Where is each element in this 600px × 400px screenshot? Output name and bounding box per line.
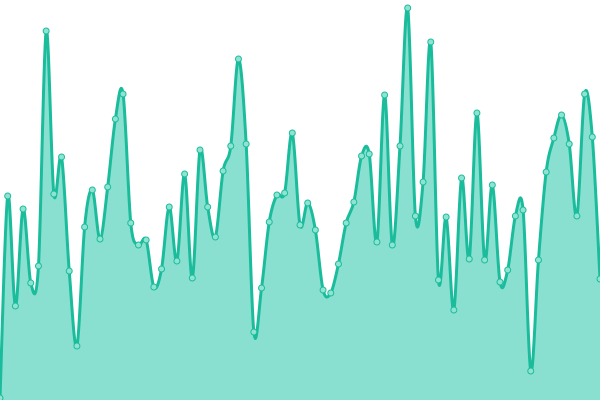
data-point-17 [127, 219, 135, 227]
data-point-37 [281, 189, 289, 197]
data-point-21 [158, 265, 166, 273]
data-point-53 [404, 4, 412, 12]
data-point-46 [350, 198, 358, 206]
data-point-33 [250, 328, 258, 336]
data-point-11 [81, 223, 89, 231]
data-point-24 [181, 170, 189, 178]
data-point-59 [450, 306, 458, 314]
data-point-36 [273, 191, 281, 199]
data-point-13 [96, 235, 104, 243]
data-point-16 [119, 90, 127, 98]
data-point-72 [550, 134, 558, 142]
data-point-23 [173, 257, 181, 265]
data-point-28 [211, 233, 219, 241]
data-point-65 [496, 278, 504, 286]
data-point-45 [342, 219, 350, 227]
data-point-71 [542, 168, 550, 176]
data-point-25 [188, 274, 196, 282]
data-point-1 [4, 192, 12, 200]
data-point-44 [334, 260, 342, 268]
data-point-77 [588, 133, 596, 141]
data-point-14 [104, 183, 112, 191]
data-point-7 [50, 190, 58, 198]
data-point-43 [327, 289, 335, 297]
data-point-0 [0, 394, 4, 400]
data-point-30 [227, 142, 235, 150]
data-point-32 [242, 140, 250, 148]
data-point-8 [58, 153, 66, 161]
data-point-55 [419, 178, 427, 186]
data-point-31 [234, 55, 242, 63]
data-point-48 [365, 150, 373, 158]
data-point-27 [204, 203, 212, 211]
data-point-64 [488, 181, 496, 189]
data-point-69 [527, 367, 535, 375]
data-point-57 [434, 276, 442, 284]
data-point-5 [34, 262, 42, 270]
data-point-10 [73, 342, 81, 350]
data-point-66 [504, 266, 512, 274]
data-point-70 [534, 256, 542, 264]
data-point-4 [27, 279, 35, 287]
data-point-9 [65, 267, 73, 275]
data-point-12 [88, 186, 96, 194]
data-point-19 [142, 236, 150, 244]
data-point-56 [427, 38, 435, 46]
data-point-63 [481, 256, 489, 264]
data-points [0, 4, 600, 400]
data-point-18 [134, 241, 142, 249]
data-point-76 [581, 90, 589, 98]
data-point-40 [304, 199, 312, 207]
data-point-22 [165, 203, 173, 211]
data-point-38 [288, 129, 296, 137]
data-point-67 [511, 212, 519, 220]
data-point-29 [219, 167, 227, 175]
data-point-41 [311, 226, 319, 234]
data-point-3 [19, 205, 27, 213]
data-point-20 [150, 283, 158, 291]
data-point-68 [519, 206, 527, 214]
data-point-51 [388, 241, 396, 249]
data-point-62 [473, 109, 481, 117]
data-point-35 [265, 218, 273, 226]
area-fill [0, 7, 600, 400]
data-point-54 [411, 212, 419, 220]
data-point-60 [458, 174, 466, 182]
data-point-75 [573, 212, 581, 220]
data-point-6 [42, 27, 50, 35]
data-point-78 [596, 275, 600, 283]
data-point-2 [11, 302, 19, 310]
data-point-26 [196, 146, 204, 154]
data-point-15 [111, 115, 119, 123]
data-point-42 [319, 286, 327, 294]
data-point-39 [296, 221, 304, 229]
data-point-73 [558, 111, 566, 119]
data-point-34 [258, 284, 266, 292]
data-point-58 [442, 213, 450, 221]
data-point-61 [465, 255, 473, 263]
data-point-52 [396, 142, 404, 150]
data-point-47 [358, 152, 366, 160]
data-point-50 [381, 91, 389, 99]
data-point-49 [373, 238, 381, 246]
data-point-74 [565, 140, 573, 148]
